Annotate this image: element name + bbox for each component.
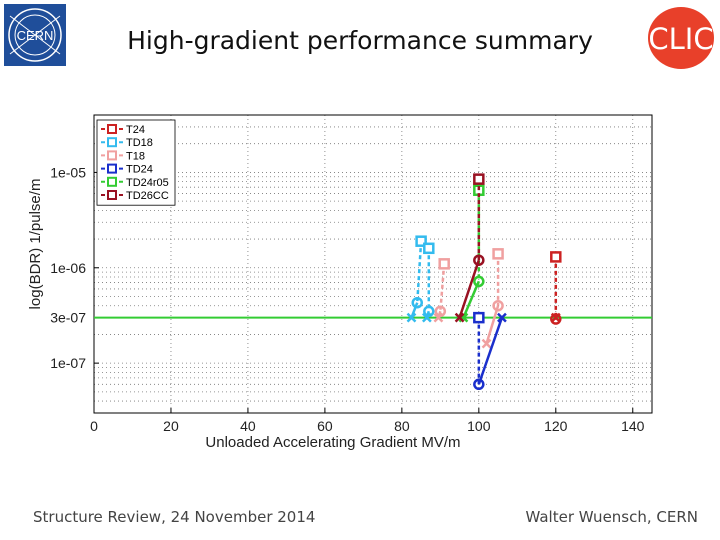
- series-dashed-segment: [416, 241, 423, 303]
- y-tick-label: 1e-05: [50, 164, 86, 180]
- legend-item: T18: [101, 150, 145, 162]
- series-t24: [550, 251, 562, 325]
- series-t18: [481, 248, 504, 349]
- series-square-point: [415, 235, 427, 247]
- clic-logo: CLIC: [648, 7, 714, 69]
- series-square-point: [438, 258, 450, 270]
- series-solid-segment: [462, 280, 480, 319]
- series-td18: [421, 242, 435, 323]
- footer-left: Structure Review, 24 November 2014: [33, 508, 316, 526]
- footer-right: Walter Wuensch, CERN: [525, 508, 698, 526]
- legend-box: [96, 119, 176, 206]
- y-tick-label: 1e-06: [50, 260, 86, 276]
- series-cross-point: [433, 312, 444, 323]
- series-square-point: [423, 242, 435, 255]
- legend-label: TD26CC: [126, 190, 169, 202]
- legend-swatch-square: [107, 163, 117, 174]
- legend-label: T18: [126, 150, 145, 162]
- series-t18: [433, 258, 450, 323]
- series-group: [94, 173, 652, 391]
- y-tick-label: 3e-07: [50, 310, 86, 326]
- legend-item: TD24r05: [101, 176, 169, 189]
- series-circle-point: [411, 296, 424, 309]
- series-cross-point: [550, 312, 561, 323]
- x-tick-label: 100: [467, 418, 491, 434]
- legend-swatch-square: [107, 190, 117, 200]
- series-td26cc: [454, 173, 485, 323]
- legend-swatch-square: [107, 137, 117, 148]
- series-dashed-segment: [439, 263, 446, 312]
- grid: [94, 115, 652, 414]
- series-square-point: [550, 251, 562, 263]
- legend-label: T24: [126, 124, 145, 136]
- series-square-point: [473, 173, 485, 185]
- series-td18: [406, 235, 427, 323]
- axis-ticks: 0 20 40 60 80 100 120 140 1e-07 3e-07 1e-06 1e-05: [50, 164, 644, 434]
- x-tick-label: 60: [317, 418, 333, 434]
- x-tick-label: 80: [394, 418, 410, 434]
- legend-label: TD18: [126, 137, 153, 149]
- x-axis-label: Unloaded Accelerating Gradient MV/m: [205, 434, 460, 451]
- series-cross-point: [406, 312, 417, 323]
- x-tick-label: 40: [240, 418, 256, 434]
- series-solid-segment: [477, 317, 504, 385]
- series-solid-segment: [485, 305, 500, 345]
- series-square-point: [492, 248, 504, 260]
- slide-title: High-gradient performance summary: [127, 26, 593, 55]
- legend-item: TD24: [101, 163, 153, 176]
- legend-swatch-square: [107, 124, 117, 134]
- legend-label: TD24r05: [126, 177, 169, 189]
- series-circle-point: [473, 275, 485, 288]
- legend-item: T24: [101, 124, 145, 136]
- legend-item: TD26CC: [101, 190, 169, 202]
- cern-logo: CERN: [4, 4, 66, 66]
- series-circle-point: [473, 378, 485, 391]
- clic-logo-text: CLIC: [648, 22, 713, 56]
- series-cross-point: [497, 312, 507, 323]
- series-cross-point: [454, 312, 465, 323]
- plot-frame: [93, 114, 653, 414]
- series-solid-segment: [458, 259, 481, 319]
- series-circle-point: [550, 313, 562, 325]
- series-square-point: [473, 311, 485, 324]
- legend-swatch-square: [107, 176, 117, 187]
- legend-swatch-square: [107, 150, 117, 161]
- x-tick-label: 20: [163, 418, 179, 434]
- cern-logo-text: CERN: [17, 28, 54, 43]
- series-td24: [473, 311, 507, 391]
- series-circle-point: [473, 254, 485, 266]
- y-axis-label: log(BDR) 1/pulse/m: [27, 179, 44, 310]
- x-tick-label: 0: [90, 418, 98, 434]
- legend-item: TD18: [101, 137, 153, 149]
- series-cross-point: [421, 312, 432, 323]
- x-tick-label: 140: [621, 418, 645, 434]
- series-circle-point: [492, 299, 504, 312]
- legend-label: TD24: [126, 164, 153, 176]
- series-td24r05: [458, 184, 485, 323]
- y-tick-label: 1e-07: [50, 355, 86, 371]
- x-tick-label: 120: [544, 418, 568, 434]
- series-cross-point: [481, 338, 492, 349]
